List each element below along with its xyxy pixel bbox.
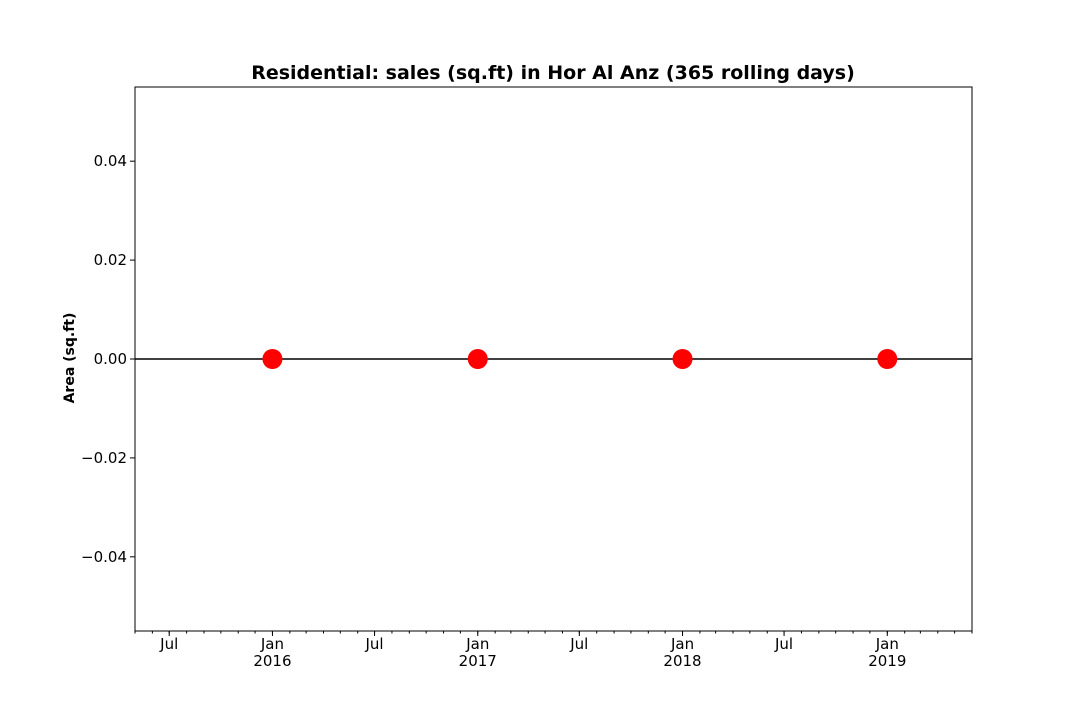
x-tick-label: Jan <box>260 635 284 653</box>
y-tick-label: −0.02 <box>81 449 127 467</box>
data-point <box>262 349 283 369</box>
y-tick-label: −0.04 <box>81 548 127 566</box>
x-tick-year-label: 2016 <box>253 652 291 670</box>
x-tick-label: Jul <box>159 635 178 653</box>
y-tick-label: 0.02 <box>94 251 127 269</box>
y-axis-label: Area (sq.ft) <box>62 313 78 404</box>
chart-title: Residential: sales (sq.ft) in Hor Al Anz… <box>251 62 855 84</box>
x-tick-label: Jan <box>875 635 899 653</box>
x-tick-label: Jul <box>774 635 793 653</box>
y-tick-label: 0.04 <box>94 152 127 170</box>
x-tick-year-label: 2018 <box>663 652 701 670</box>
x-tick-label: Jan <box>465 635 489 653</box>
x-tick-year-label: 2019 <box>868 652 906 670</box>
y-tick-label: 0.00 <box>94 350 127 368</box>
data-point <box>672 349 693 369</box>
x-tick-year-label: 2017 <box>459 652 497 670</box>
y-axis: −0.04 −0.02 0.00 0.02 0.04 <box>81 152 135 566</box>
x-tick-label: Jul <box>364 635 383 653</box>
data-point <box>877 349 898 369</box>
data-point <box>467 349 488 369</box>
series <box>135 349 972 369</box>
x-tick-label: Jan <box>670 635 694 653</box>
x-tick-label: Jul <box>569 635 588 653</box>
